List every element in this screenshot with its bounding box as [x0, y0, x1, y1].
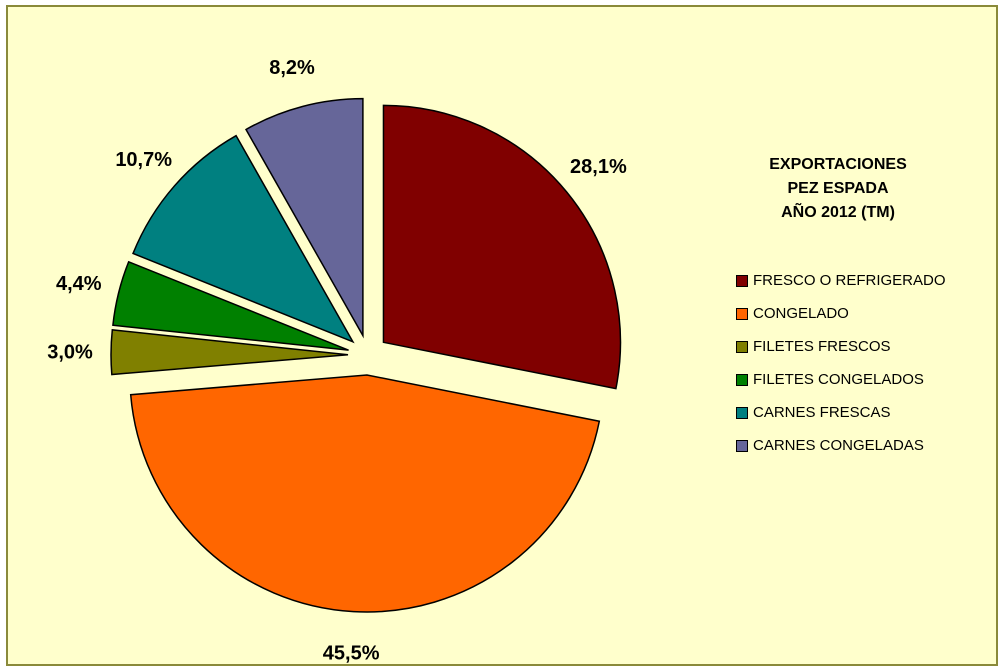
pie-slice-fresco-refrigerado	[382, 104, 622, 390]
pie-slice-carnes-frescas	[132, 134, 355, 344]
legend-swatch	[736, 406, 748, 419]
legend-item-filetes-congelados: FILETES CONGELADOS	[736, 363, 946, 396]
legend-label: CARNES CONGELADAS	[753, 437, 924, 454]
legend-label: CONGELADO	[753, 305, 849, 322]
legend-label: CARNES FRESCAS	[753, 404, 891, 421]
legend-swatch	[736, 340, 748, 353]
pie-slice-filetes-congelados	[112, 260, 349, 351]
pie-slices	[110, 97, 622, 613]
legend-label: FRESCO O REFRIGERADO	[753, 272, 946, 289]
chart-title-line-3: AÑO 2012 (TM)	[781, 204, 895, 221]
legend-item-carnes-frescas: CARNES FRESCAS	[736, 396, 946, 429]
pie-slice-carnes-congeladas	[244, 97, 364, 339]
legend-item-congelado: CONGELADO	[736, 297, 946, 330]
data-label-congelado: 45,5%	[323, 643, 380, 665]
chart-title-line-1: EXPORTACIONES	[769, 156, 907, 173]
chart-title-line-2: PEZ ESPADA	[787, 180, 889, 197]
legend-swatch	[736, 373, 748, 386]
legend-item-carnes-congeladas: CARNES CONGELADAS	[736, 429, 946, 462]
legend-label: FILETES FRESCOS	[753, 338, 891, 355]
pie-chart: 28,1% 45,5% 3,0% 4,4% 10,7% 8,2%	[47, 57, 627, 665]
legend-item-filetes-frescos: FILETES FRESCOS	[736, 330, 946, 363]
data-label-carnes-congeladas: 8,2%	[269, 57, 315, 79]
data-label-fresco-refrigerado: 28,1%	[570, 156, 627, 178]
legend-swatch	[736, 307, 748, 320]
legend-item-fresco-refrigerado: FRESCO O REFRIGERADO	[736, 264, 946, 297]
chart-title: EXPORTACIONES PEZ ESPADA AÑO 2012 (TM)	[744, 153, 932, 225]
legend-label: FILETES CONGELADOS	[753, 371, 924, 388]
legend: FRESCO O REFRIGERADO CONGELADO FILETES F…	[736, 264, 946, 462]
chart-area: 28,1% 45,5% 3,0% 4,4% 10,7% 8,2% EXPORTACIONE…	[6, 5, 998, 666]
pie-labels: 28,1% 45,5% 3,0% 4,4% 10,7% 8,2%	[47, 57, 627, 665]
pie-slice-filetes-frescos	[110, 329, 349, 376]
legend-swatch	[736, 274, 748, 287]
data-label-filetes-frescos: 3,0%	[47, 342, 93, 364]
data-label-carnes-frescas: 10,7%	[115, 149, 172, 171]
pie-slice-congelado	[129, 374, 601, 613]
data-label-filetes-congelados: 4,4%	[56, 273, 102, 295]
legend-swatch	[736, 439, 748, 452]
